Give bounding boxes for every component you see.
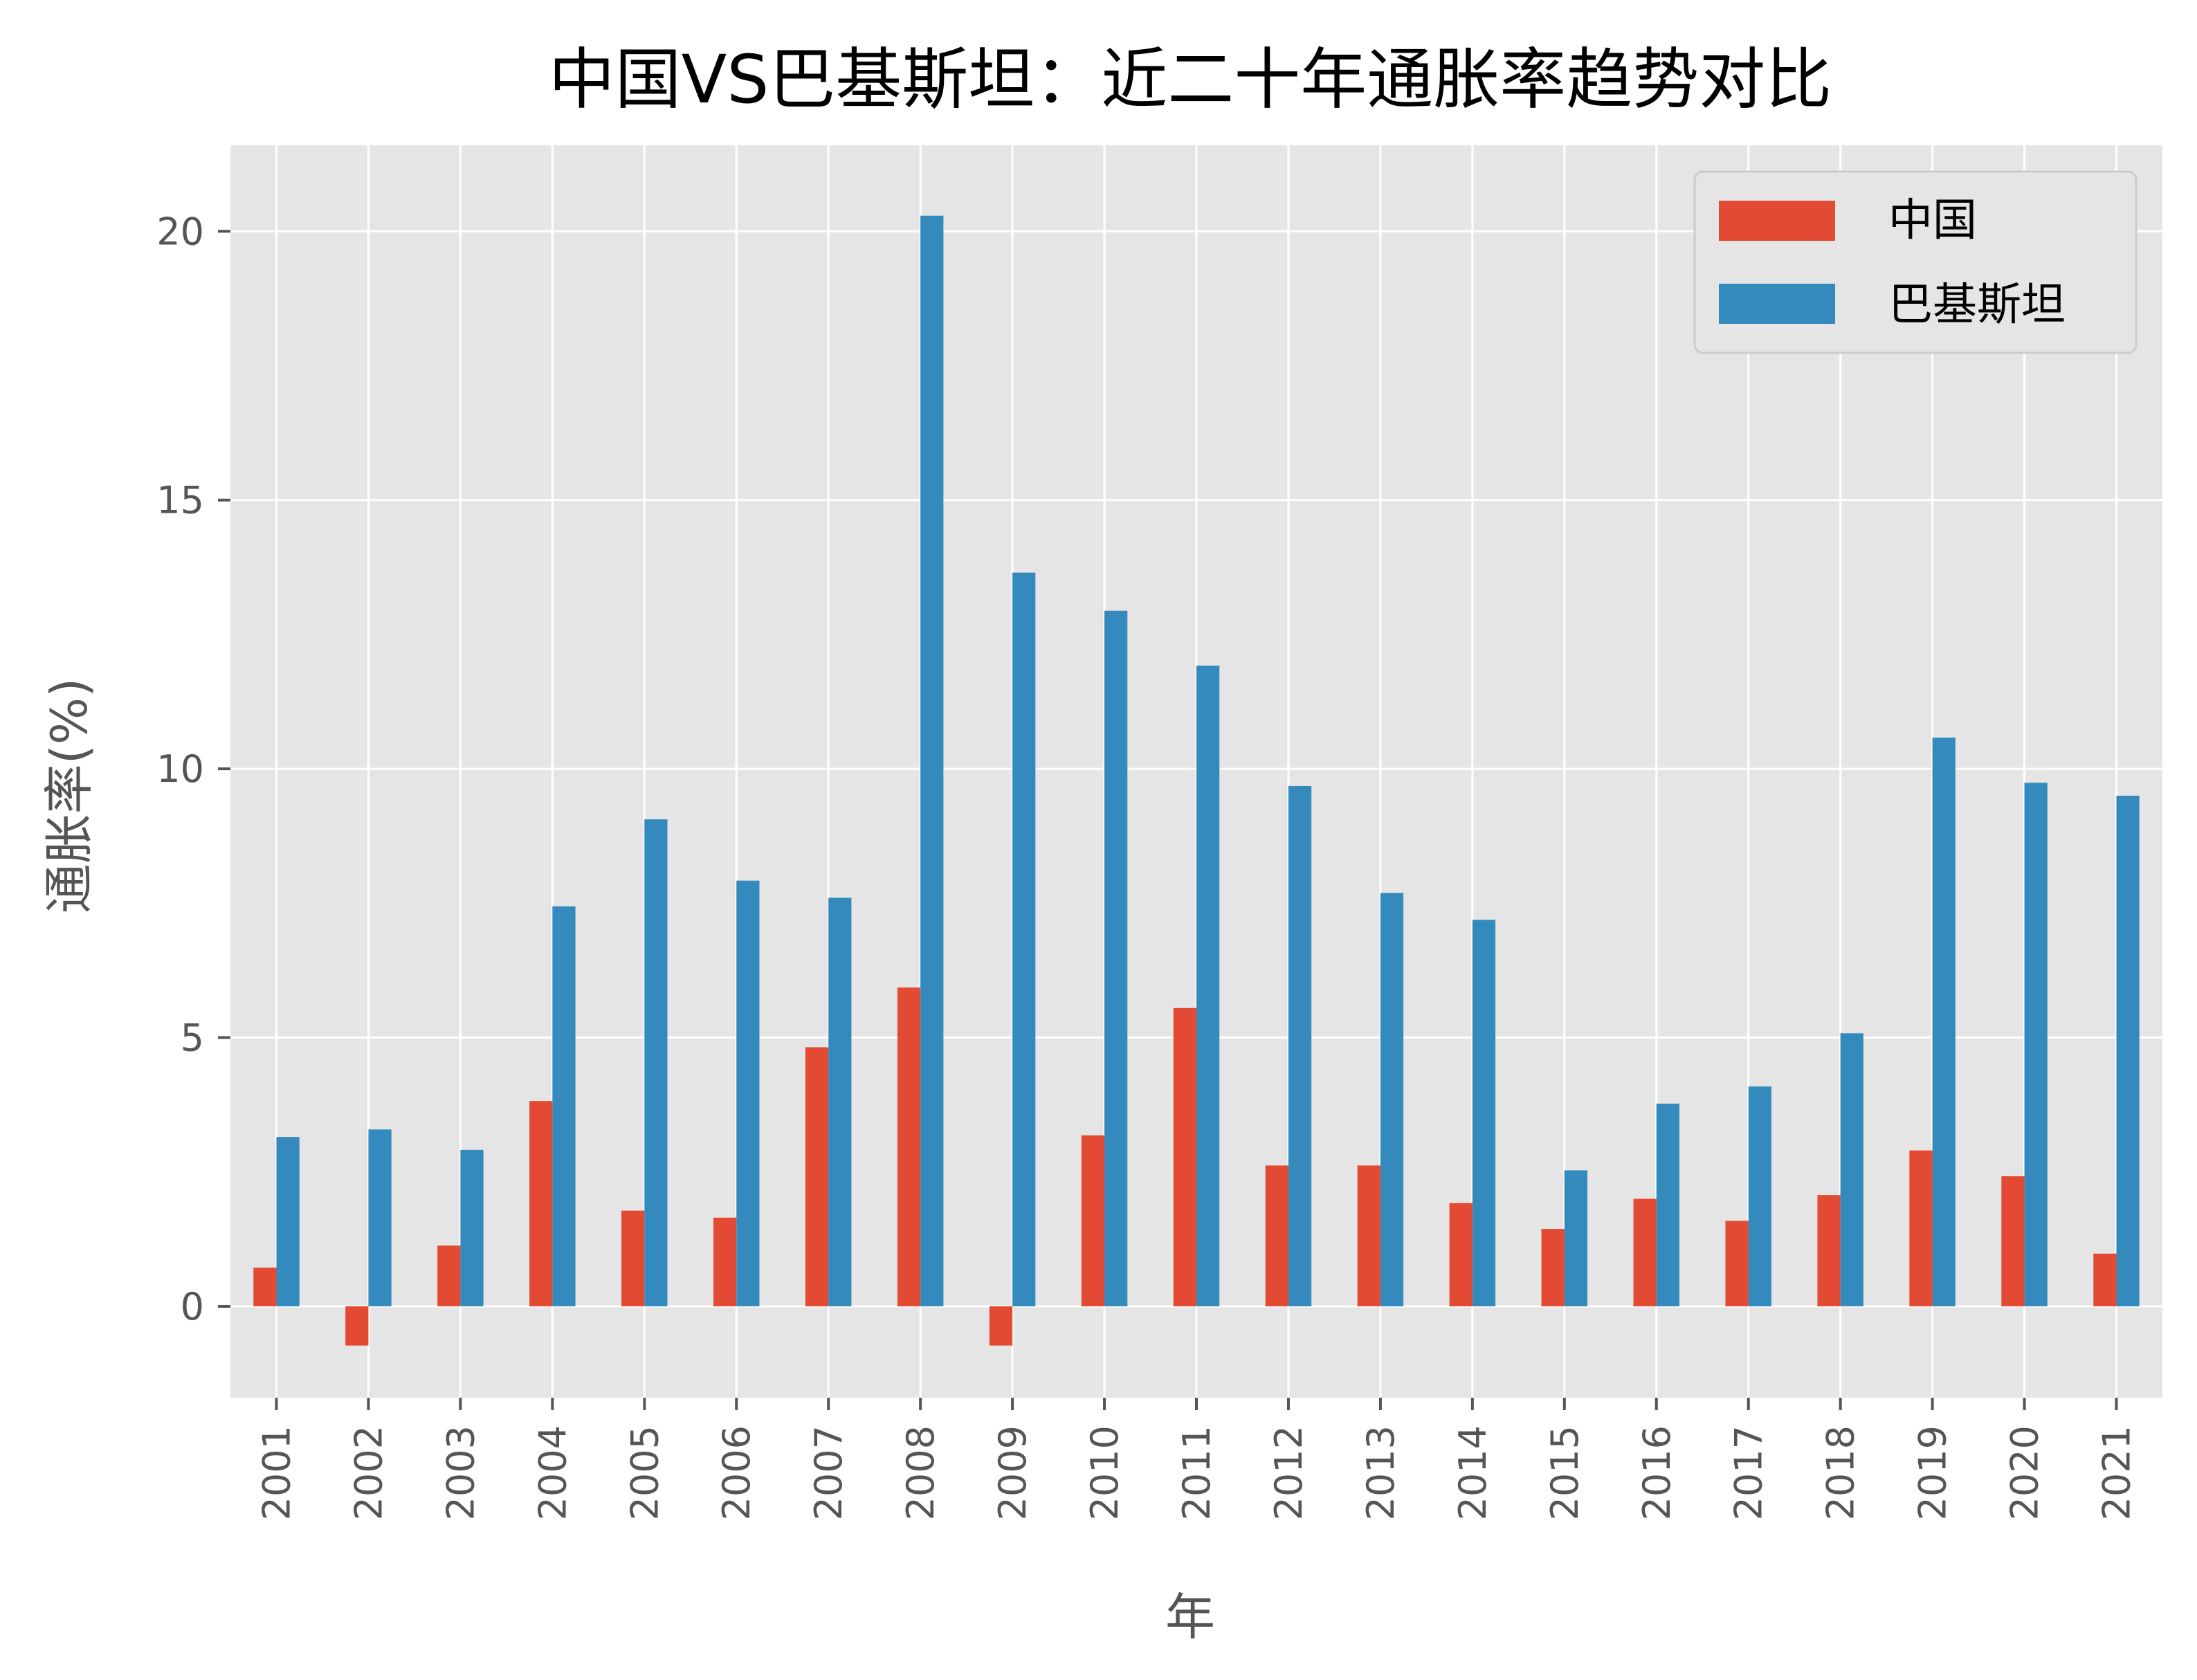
bar-china-2017 bbox=[1725, 1221, 1749, 1306]
bar-china-2013 bbox=[1357, 1165, 1380, 1306]
x-tick-label-2007: 2007 bbox=[807, 1425, 850, 1520]
x-tick-label-2008: 2008 bbox=[899, 1425, 942, 1520]
bar-pakistan-2018 bbox=[1840, 1033, 1863, 1306]
bar-china-2011 bbox=[1173, 1007, 1196, 1306]
x-tick-label-2014: 2014 bbox=[1451, 1425, 1495, 1520]
bar-pakistan-2011 bbox=[1196, 665, 1220, 1306]
x-tick-label-2012: 2012 bbox=[1267, 1425, 1311, 1520]
bar-pakistan-2003 bbox=[460, 1149, 484, 1306]
x-tick-label-2006: 2006 bbox=[715, 1425, 758, 1520]
bar-china-2002 bbox=[345, 1306, 369, 1346]
bar-pakistan-2010 bbox=[1104, 610, 1128, 1306]
legend-swatch-pakistan bbox=[1719, 284, 1835, 324]
legend-label-china: 中国 bbox=[1888, 195, 1977, 246]
bar-pakistan-2006 bbox=[736, 880, 760, 1306]
bar-china-2015 bbox=[1541, 1229, 1565, 1306]
y-tick-label-4: 20 bbox=[156, 210, 204, 253]
bar-china-2003 bbox=[437, 1245, 461, 1306]
bar-china-2009 bbox=[989, 1306, 1013, 1346]
bar-china-2005 bbox=[621, 1210, 645, 1306]
bar-pakistan-2017 bbox=[1748, 1086, 1771, 1306]
bar-pakistan-2014 bbox=[1472, 920, 1496, 1306]
bar-china-2021 bbox=[2093, 1253, 2117, 1306]
x-tick-label-2004: 2004 bbox=[531, 1425, 574, 1520]
chart-title: 中国VS巴基斯坦：近二十年通胀率趋势对比 bbox=[549, 41, 1832, 118]
bar-china-2010 bbox=[1081, 1135, 1105, 1306]
x-tick-label-2009: 2009 bbox=[991, 1425, 1034, 1520]
y-axis-label: 通胀率(%) bbox=[40, 678, 98, 914]
bar-pakistan-2008 bbox=[920, 215, 944, 1306]
bar-pakistan-2004 bbox=[552, 906, 576, 1306]
legend-label-pakistan: 巴基斯坦 bbox=[1888, 280, 2066, 331]
x-tick-label-2016: 2016 bbox=[1635, 1425, 1679, 1520]
bar-pakistan-2007 bbox=[828, 897, 852, 1306]
bar-pakistan-2021 bbox=[2116, 795, 2140, 1306]
x-tick-label-2013: 2013 bbox=[1359, 1425, 1403, 1520]
x-tick-label-2002: 2002 bbox=[347, 1425, 390, 1520]
bar-pakistan-2009 bbox=[1012, 572, 1036, 1306]
bar-china-2007 bbox=[805, 1047, 829, 1306]
y-tick-label-1: 5 bbox=[181, 1016, 204, 1060]
bar-pakistan-2015 bbox=[1564, 1170, 1588, 1306]
bar-china-2016 bbox=[1633, 1198, 1657, 1306]
bar-pakistan-2001 bbox=[276, 1137, 300, 1306]
bar-pakistan-2019 bbox=[1932, 738, 1956, 1306]
legend-swatch-china bbox=[1719, 201, 1835, 241]
bar-china-2019 bbox=[1909, 1150, 1933, 1306]
x-tick-label-2005: 2005 bbox=[623, 1425, 666, 1520]
x-tick-label-2003: 2003 bbox=[439, 1425, 482, 1520]
legend: 中国 巴基斯坦 bbox=[1693, 170, 2137, 354]
x-tick-label-2010: 2010 bbox=[1083, 1425, 1127, 1520]
bar-pakistan-2020 bbox=[2024, 783, 2048, 1306]
x-tick-label-2021: 2021 bbox=[2095, 1425, 2139, 1520]
bar-pakistan-2012 bbox=[1288, 785, 1312, 1306]
bar-china-2012 bbox=[1265, 1165, 1288, 1306]
x-tick-label-2019: 2019 bbox=[1911, 1425, 1955, 1520]
bar-china-2008 bbox=[897, 987, 921, 1306]
bar-pakistan-2013 bbox=[1380, 893, 1404, 1306]
x-tick-label-2001: 2001 bbox=[255, 1425, 298, 1520]
bar-china-2001 bbox=[253, 1268, 277, 1306]
bar-china-2004 bbox=[529, 1101, 553, 1306]
bar-pakistan-2016 bbox=[1656, 1104, 1679, 1306]
x-tick-label-2011: 2011 bbox=[1175, 1425, 1219, 1520]
bar-china-2014 bbox=[1449, 1203, 1473, 1306]
x-tick-label-2017: 2017 bbox=[1727, 1425, 1771, 1520]
x-tick-label-2015: 2015 bbox=[1543, 1425, 1587, 1520]
y-tick-label-0: 0 bbox=[181, 1285, 204, 1329]
y-tick-label-2: 10 bbox=[156, 747, 204, 791]
x-tick-label-2018: 2018 bbox=[1819, 1425, 1863, 1520]
x-axis-label: 年 bbox=[1165, 1588, 1215, 1646]
x-tick-label-2020: 2020 bbox=[2003, 1425, 2047, 1520]
bar-china-2020 bbox=[2001, 1176, 2025, 1306]
bar-china-2018 bbox=[1817, 1195, 1841, 1306]
bar-china-2006 bbox=[713, 1217, 737, 1306]
bar-pakistan-2002 bbox=[368, 1129, 392, 1306]
y-tick-label-3: 15 bbox=[156, 479, 204, 522]
bar-pakistan-2005 bbox=[644, 819, 668, 1306]
